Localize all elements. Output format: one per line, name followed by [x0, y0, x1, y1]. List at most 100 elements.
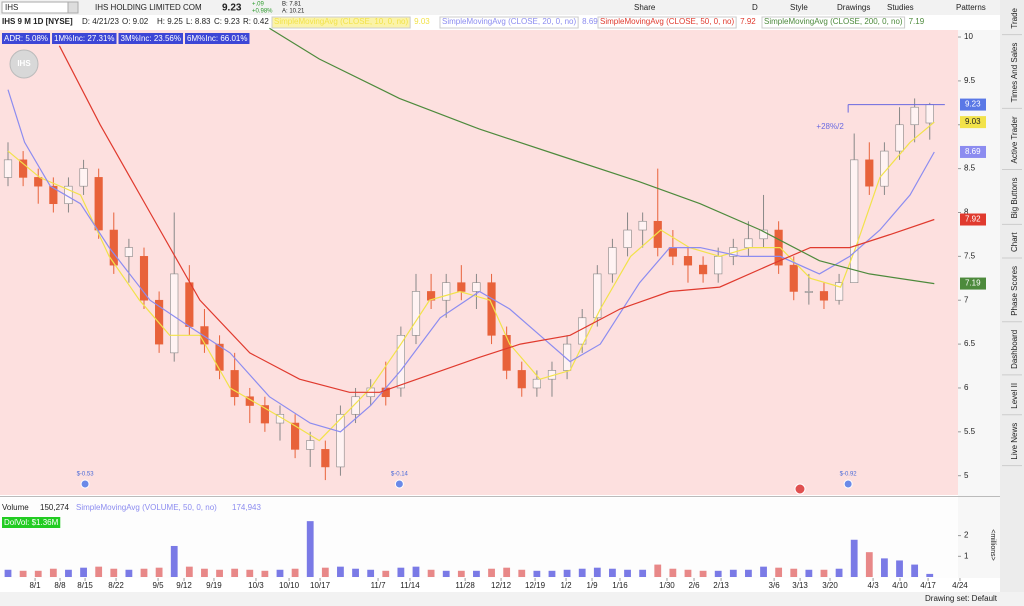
axis-value-label: 9.03 [965, 117, 981, 126]
sidebar-tab[interactable]: Times And Sales [1010, 43, 1019, 103]
legend-value: 8.69 [582, 17, 598, 26]
sidebar-tab[interactable]: Active Trader [1010, 116, 1019, 163]
volume-value: 150,274 [40, 503, 69, 512]
candle-body [699, 264, 708, 275]
candle-body [623, 229, 632, 248]
volume-bar [760, 566, 767, 577]
volume-bar [367, 569, 375, 577]
axis-value-box [960, 213, 986, 226]
badge-text: ADR: 5.08% [4, 34, 48, 43]
x-tick-label: 8/22 [108, 581, 124, 590]
event-icon[interactable] [80, 479, 90, 489]
date: D: 4/21/23 [82, 17, 119, 26]
toolbar-button[interactable]: Patterns [956, 3, 986, 12]
volume-bar [201, 568, 208, 577]
badge-text: 3M%Inc: 23.56% [121, 34, 181, 43]
range: R: 0.42 [243, 17, 269, 26]
volume-bar [729, 569, 737, 577]
y-tick-label: 8 [964, 208, 969, 217]
volume-bar [775, 567, 783, 577]
drawing-set[interactable]: Drawing set: Default [925, 594, 998, 603]
candle-body [139, 256, 149, 301]
volume-bar [140, 568, 148, 577]
price-pane[interactable] [0, 30, 958, 495]
change: +.09 [252, 2, 265, 8]
volume-bar [669, 568, 677, 577]
sidebar-tab[interactable]: Phase Scores [1010, 266, 1019, 316]
axis-value-box [960, 277, 986, 290]
legend-label[interactable]: SimpleMovingAvg (CLOSE, 200, 0, no) [764, 17, 903, 26]
volume-bar [427, 569, 435, 577]
candle-body [306, 440, 315, 450]
legend-label[interactable]: SimpleMovingAvg (CLOSE, 10, 0, no) [274, 17, 408, 26]
candle-body [442, 282, 451, 301]
volume-bar [896, 560, 903, 577]
x-tick-label: 8/15 [77, 581, 93, 590]
toolbar-button[interactable]: Studies [887, 3, 914, 12]
badge [118, 33, 183, 44]
volume-bar [19, 570, 27, 577]
toolbar-button[interactable]: Drawings [837, 3, 870, 12]
candle-body [34, 177, 43, 187]
sidebar-tab[interactable]: Trade [1010, 7, 1019, 28]
x-tick-label: 9/12 [176, 581, 192, 590]
candle-body [200, 326, 209, 345]
y-tick-label: 10 [964, 32, 973, 41]
symbol-dropdown[interactable] [67, 1, 79, 14]
x-tick-label: 2/6 [688, 581, 700, 590]
axis-value-label: 8.69 [965, 147, 981, 156]
volume-bar [865, 552, 873, 577]
candle-body [472, 282, 481, 292]
toolbar-button[interactable]: Style [790, 3, 808, 12]
candle-body [502, 335, 511, 371]
volume-title: Volume [2, 503, 29, 512]
event-icon[interactable] [843, 479, 853, 489]
volume-bar [125, 569, 133, 577]
bid: B: 7.81 [282, 2, 302, 8]
candle-body [19, 159, 28, 178]
change-pct: +0.98% [252, 9, 273, 15]
candle-body [3, 159, 13, 178]
volume-bar [231, 568, 239, 577]
sidebar-tab[interactable]: Level II [1010, 383, 1019, 409]
sidebar-tab[interactable]: Live News [1010, 423, 1019, 460]
volume-bar [548, 570, 556, 577]
dolvol-text: DolVol: $1.36M [4, 518, 59, 527]
volume-bar [488, 568, 495, 577]
sidebar-tab[interactable]: Dashboard [1010, 330, 1019, 369]
alert-icon[interactable] [794, 483, 806, 495]
x-tick-label: 11/14 [400, 581, 420, 590]
x-tick-label: 10/17 [310, 581, 331, 590]
y-tick-label: 8.5 [964, 164, 976, 173]
toolbar-button[interactable]: Share [634, 3, 656, 12]
legend-label[interactable]: SimpleMovingAvg (CLOSE, 20, 0, no) [442, 17, 576, 26]
sidebar-tab[interactable]: Big Buttons [1010, 177, 1019, 218]
candle-body [396, 335, 405, 389]
x-tick-label: 4/3 [868, 581, 880, 590]
volume-bar [110, 568, 118, 577]
legend-label[interactable]: SimpleMovingAvg (CLOSE, 50, 0, no) [600, 17, 734, 26]
close: C: 9.23 [214, 17, 240, 26]
event-icon[interactable] [394, 479, 404, 489]
volume-bar [593, 567, 601, 577]
toolbar-button[interactable]: D [752, 3, 758, 12]
x-tick-label: 4/17 [920, 581, 936, 590]
x-tick-label: 3/20 [822, 581, 838, 590]
sma-line [7, 121, 935, 442]
candle-body [895, 124, 904, 152]
candle-body [925, 104, 934, 124]
volume-bar [503, 567, 511, 577]
candle-body [351, 396, 360, 415]
x-tick-label: 8/1 [29, 581, 41, 590]
volume-bar [49, 568, 57, 577]
x-tick-label: 4/10 [892, 581, 908, 590]
candle-body [865, 159, 874, 187]
y-tick-label: 6.5 [964, 339, 976, 348]
volume-bar [4, 569, 12, 577]
volume-bar [714, 570, 722, 577]
sidebar-tab[interactable]: Chart [1010, 232, 1019, 252]
volume-pane[interactable] [0, 498, 958, 578]
candle-body [608, 247, 617, 275]
open: O: 9.02 [122, 17, 149, 26]
y-tick-label: 5.5 [964, 427, 976, 436]
